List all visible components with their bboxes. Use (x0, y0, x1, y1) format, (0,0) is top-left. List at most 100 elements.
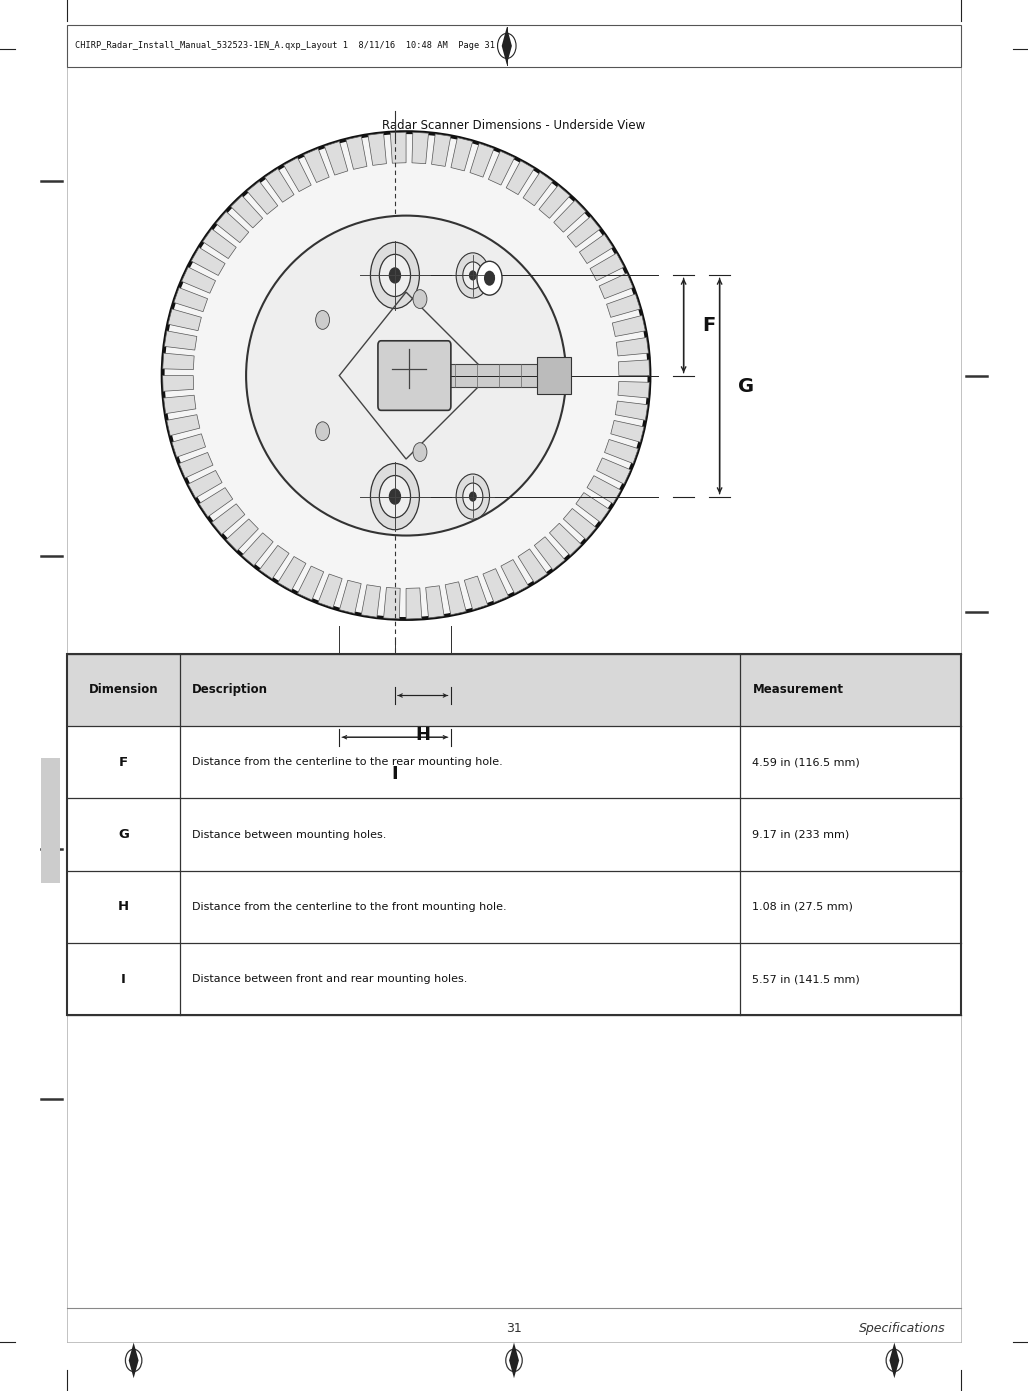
Circle shape (456, 253, 489, 298)
Polygon shape (339, 580, 361, 613)
Polygon shape (523, 172, 553, 206)
Polygon shape (199, 488, 232, 517)
Polygon shape (284, 157, 311, 192)
Circle shape (316, 310, 330, 330)
Text: 1.08 in (27.5 mm): 1.08 in (27.5 mm) (752, 901, 853, 912)
Text: Distance from the centerline to the rear mounting hole.: Distance from the centerline to the rear… (192, 757, 503, 768)
Polygon shape (563, 509, 596, 540)
Text: 4.59 in (116.5 mm): 4.59 in (116.5 mm) (752, 757, 860, 768)
Circle shape (456, 474, 489, 519)
Polygon shape (518, 549, 547, 583)
Ellipse shape (162, 132, 650, 619)
Text: F: F (702, 316, 715, 335)
Text: 9.17 in (233 mm): 9.17 in (233 mm) (752, 829, 850, 840)
Polygon shape (509, 1342, 519, 1378)
Polygon shape (303, 149, 329, 182)
Text: 31: 31 (506, 1321, 522, 1335)
Polygon shape (361, 584, 380, 618)
Text: H: H (118, 900, 128, 914)
Polygon shape (163, 395, 196, 413)
Circle shape (125, 1349, 142, 1372)
Text: F: F (119, 755, 127, 769)
Polygon shape (604, 440, 638, 463)
Polygon shape (297, 566, 324, 600)
Polygon shape (554, 200, 586, 232)
Polygon shape (616, 338, 649, 356)
Polygon shape (616, 401, 648, 420)
Bar (67, 654, 961, 726)
Ellipse shape (246, 216, 566, 536)
Circle shape (498, 33, 516, 58)
Polygon shape (259, 545, 289, 579)
Circle shape (413, 289, 427, 309)
Polygon shape (167, 415, 199, 435)
Circle shape (506, 1349, 522, 1372)
FancyBboxPatch shape (378, 341, 451, 410)
Circle shape (470, 271, 476, 280)
Circle shape (484, 271, 495, 285)
Circle shape (390, 490, 401, 504)
Polygon shape (179, 452, 213, 479)
Text: Dimension: Dimension (88, 683, 158, 697)
Bar (67, 25, 961, 67)
Polygon shape (164, 331, 196, 351)
Circle shape (379, 476, 410, 517)
Polygon shape (432, 134, 451, 167)
Polygon shape (318, 574, 342, 608)
Text: G: G (738, 377, 755, 395)
Polygon shape (325, 142, 347, 175)
Polygon shape (506, 161, 535, 195)
Polygon shape (483, 569, 509, 602)
Circle shape (390, 268, 401, 282)
Polygon shape (501, 559, 528, 594)
Polygon shape (607, 294, 640, 317)
Polygon shape (226, 519, 258, 551)
Polygon shape (539, 185, 571, 218)
Circle shape (504, 42, 510, 50)
Bar (67, 943, 961, 1015)
Polygon shape (465, 576, 487, 609)
Text: I: I (121, 972, 125, 986)
Text: H: H (415, 726, 431, 744)
Polygon shape (203, 230, 236, 259)
Text: Distance from the centerline to the front mounting hole.: Distance from the centerline to the fron… (192, 901, 507, 912)
Bar (445, 364, 553, 387)
Polygon shape (172, 434, 206, 458)
Bar (67, 798, 961, 871)
Polygon shape (426, 586, 444, 618)
Polygon shape (346, 136, 367, 170)
Circle shape (316, 421, 330, 441)
Text: Description: Description (192, 683, 268, 697)
Polygon shape (576, 492, 610, 522)
Bar (537, 357, 572, 394)
Polygon shape (488, 152, 515, 185)
Text: 5.57 in (141.5 mm): 5.57 in (141.5 mm) (752, 974, 860, 985)
Bar (67, 654, 961, 1015)
Polygon shape (451, 138, 473, 171)
Circle shape (463, 262, 483, 289)
Polygon shape (567, 217, 600, 248)
Polygon shape (611, 420, 644, 442)
Polygon shape (502, 28, 512, 64)
Polygon shape (383, 587, 400, 619)
Circle shape (370, 463, 419, 530)
Polygon shape (216, 211, 249, 242)
Polygon shape (128, 1342, 139, 1378)
Polygon shape (889, 1342, 900, 1378)
Polygon shape (406, 588, 421, 619)
Bar (41, 758, 60, 883)
Polygon shape (470, 143, 494, 177)
Polygon shape (169, 309, 201, 331)
Polygon shape (445, 581, 466, 615)
Polygon shape (412, 132, 429, 164)
Circle shape (413, 442, 427, 462)
Polygon shape (230, 196, 263, 228)
Polygon shape (613, 316, 646, 337)
Polygon shape (549, 523, 582, 555)
Polygon shape (535, 537, 565, 570)
Text: I: I (392, 765, 398, 783)
Text: Radar Scanner Dimensions - Underside View: Radar Scanner Dimensions - Underside Vie… (382, 118, 646, 132)
Polygon shape (599, 273, 633, 299)
Polygon shape (162, 353, 194, 370)
Polygon shape (587, 476, 621, 504)
